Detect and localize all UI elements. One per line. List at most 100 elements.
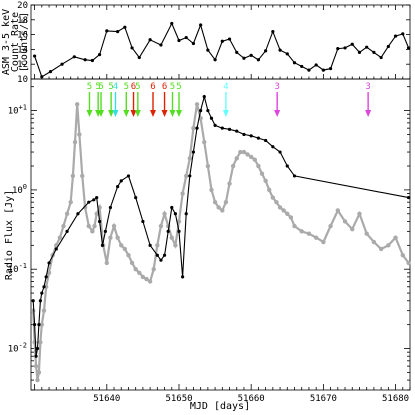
radio-data-point	[103, 229, 107, 233]
radio-data-point	[42, 285, 46, 289]
radio-data-point	[256, 163, 261, 169]
radio-data-point	[223, 199, 229, 205]
asm-data-point	[264, 49, 268, 53]
radio-data-point	[173, 243, 178, 248]
radio-data-point	[95, 195, 99, 200]
asm-data-point	[148, 38, 152, 42]
radio-y-axis-label: Radio Flux [Jy]	[4, 190, 15, 280]
asm-series-line	[34, 22, 410, 78]
radio-series	[30, 94, 411, 383]
radio-data-point	[158, 223, 164, 229]
radio-data-point	[119, 179, 123, 183]
radio-data-point	[144, 276, 149, 282]
radio-data-point	[134, 195, 138, 200]
asm-data-point	[83, 58, 87, 62]
radio-data-point	[36, 370, 42, 375]
arrow-head	[274, 110, 281, 117]
asm-data-point	[271, 30, 275, 34]
radio-data-point	[151, 267, 156, 272]
radio-data-point	[35, 346, 40, 351]
radio-data-point	[364, 231, 369, 236]
asm-data-point	[336, 47, 340, 51]
radio-data-point	[32, 340, 37, 345]
radio-data-point	[267, 187, 272, 193]
radio-data-point	[191, 125, 196, 131]
radio-data-point	[299, 229, 304, 234]
radio-xtick-label: 51680	[382, 394, 409, 404]
radio-data-point	[306, 231, 312, 236]
radio-x-ticks: 51640 51650 51660 51670 51680	[34, 384, 411, 404]
radio-data-point	[47, 261, 51, 265]
radio-data-point	[38, 340, 43, 345]
radio-data-point	[37, 323, 41, 327]
asm-data-point	[184, 35, 188, 40]
radio-data-point	[242, 132, 246, 137]
asm-data-point	[379, 55, 383, 60]
radio-data-point	[220, 208, 225, 213]
asm-data-point	[249, 53, 253, 57]
radio-frame	[30, 78, 411, 391]
radio-data-point	[126, 174, 131, 178]
radio-data-point	[212, 199, 218, 205]
radio-data-point	[86, 223, 91, 229]
radio-data-point	[61, 223, 66, 229]
radio-data-point	[92, 223, 97, 229]
radio-data-point	[38, 299, 42, 303]
asm-data-point	[213, 58, 217, 62]
asm-data-point	[401, 32, 405, 36]
radio-x-axis-label: MJD [days]	[190, 401, 250, 412]
radio-data-point	[64, 211, 70, 216]
radio-data-point	[94, 211, 99, 216]
radio-data-point	[335, 208, 341, 213]
radio-data-point	[227, 127, 232, 131]
asm-data-point	[177, 38, 181, 43]
asm-ytick-label: 14	[17, 45, 28, 55]
arrow-head	[161, 110, 168, 117]
radio-y-ticks: 10-2 10-1 100 10+1	[8, 86, 410, 391]
asm-ylabel-line3: [counts/s]	[19, 12, 30, 72]
radio-data-point	[406, 260, 411, 266]
arrow-label: 5	[124, 82, 129, 92]
asm-data-point	[48, 70, 53, 74]
arrow-label: 4	[113, 82, 118, 92]
arrow-head	[123, 110, 130, 117]
asm-data-point	[328, 67, 333, 71]
radio-data-point	[57, 235, 63, 240]
asm-data-point	[220, 39, 224, 43]
radio-data-point	[97, 219, 102, 224]
asm-data-point	[256, 58, 260, 62]
arrow-label: 5	[108, 82, 113, 92]
radio-data-point	[87, 200, 91, 204]
radio-data-point	[288, 215, 294, 220]
asm-ytick-label: 10	[17, 75, 28, 85]
radio-data-point	[31, 299, 35, 303]
radio-data-point	[393, 235, 398, 240]
radio-data-point	[245, 152, 250, 157]
radio-data-point	[206, 108, 210, 113]
asm-data-point	[242, 56, 246, 60]
arrow-annotations: 5 55 54 5 65 6 6 5 5 4 3 3	[86, 82, 372, 117]
radio-data-point	[80, 173, 85, 179]
radio-data-point	[70, 173, 76, 179]
arrow-label: 6	[162, 82, 167, 92]
radio-data-point	[249, 134, 253, 138]
radio-data-point	[350, 226, 355, 232]
asm-series	[33, 21, 411, 79]
radio-data-point	[162, 253, 167, 257]
asm-ylabel-line1: ASM 3-5 keV	[1, 9, 12, 75]
radio-data-point	[155, 253, 159, 257]
asm-ytick-label: 20	[17, 1, 28, 11]
arrow-head	[175, 110, 182, 117]
asm-data-point	[159, 43, 163, 47]
radio-data-point	[213, 123, 217, 128]
arrow-label: 3	[365, 82, 370, 92]
radio-data-point	[137, 270, 142, 276]
asm-y-ticks: 10 12 14 16 18 20	[17, 1, 411, 85]
radio-data-point	[162, 211, 167, 216]
asm-data-point	[33, 54, 37, 58]
asm-data-point	[300, 64, 304, 69]
asm-data-point	[365, 45, 369, 49]
radio-data-point	[241, 149, 247, 155]
radio-data-point	[72, 139, 78, 145]
arrow-label: 5	[176, 82, 181, 92]
